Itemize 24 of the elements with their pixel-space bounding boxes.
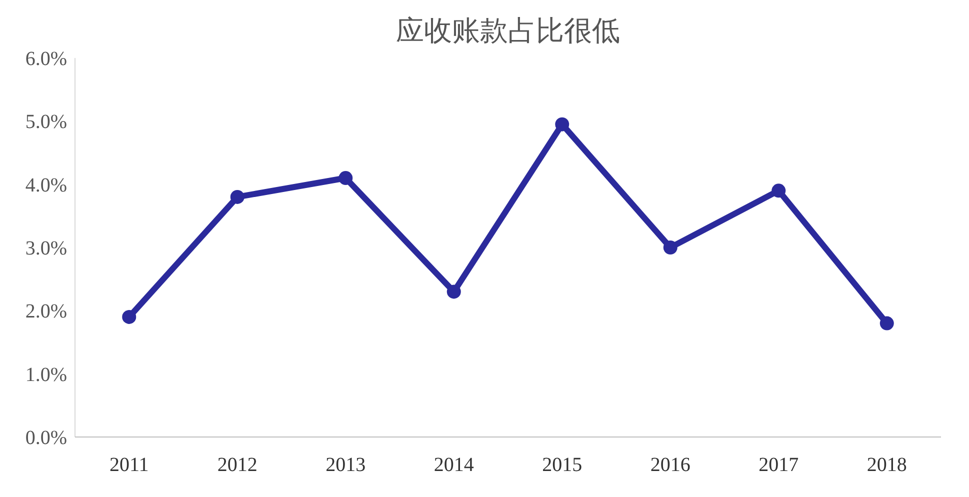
point — [230, 190, 244, 204]
x-tick-label: 2011 — [109, 454, 149, 476]
point — [338, 171, 353, 186]
y-tick-label: 0.0% — [25, 427, 67, 449]
point — [663, 240, 678, 254]
point — [772, 184, 786, 198]
x-tick-label: 2016 — [650, 454, 690, 476]
x-tick-label: 2012 — [217, 454, 258, 476]
y-tick-label: 6.0% — [25, 48, 67, 70]
x-tick-label: 2018 — [866, 454, 907, 476]
x-tick-label: 2015 — [542, 454, 582, 476]
y-tick-label: 3.0% — [25, 238, 67, 260]
x-tick-label: 2014 — [434, 454, 474, 476]
y-tick-label: 4.0% — [25, 174, 67, 196]
point — [446, 284, 461, 299]
y-tick-label: 1.0% — [25, 364, 67, 386]
point — [122, 310, 136, 324]
x-tick-label: 2017 — [758, 454, 799, 476]
chart-title: 应收账款占比很低 — [396, 16, 620, 47]
y-tick-label: 5.0% — [25, 111, 67, 134]
y-tick-label: 2.0% — [25, 300, 67, 323]
x-tick-label: 2013 — [326, 454, 366, 476]
point — [555, 117, 570, 132]
point — [880, 316, 894, 330]
